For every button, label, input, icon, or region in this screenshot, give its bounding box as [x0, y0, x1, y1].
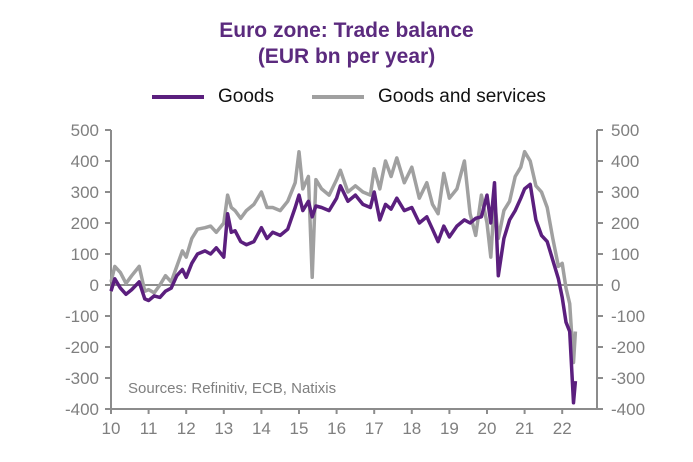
chart-subtitle: (EUR bn per year) — [257, 45, 436, 68]
y-tick-label-left: -400 — [65, 400, 99, 419]
legend-item-goods: Goods — [152, 86, 274, 108]
y-tick-label-right: -100 — [611, 307, 645, 326]
legend-swatch-goods — [152, 95, 204, 99]
x-tick-label: 13 — [214, 419, 233, 438]
y-tick-label-right: 200 — [611, 214, 639, 233]
y-tick-label-right: 500 — [611, 121, 639, 140]
x-tick-label: 14 — [252, 419, 271, 438]
x-tick-label: 21 — [515, 419, 534, 438]
y-tick-label-left: 400 — [71, 152, 99, 171]
x-tick-label: 20 — [478, 419, 497, 438]
x-tick-label: 10 — [102, 419, 121, 438]
legend: Goods Goods and services — [0, 86, 693, 110]
y-tick-label-left: 100 — [71, 245, 99, 264]
chart-title: Euro zone: Trade balance — [219, 19, 474, 42]
x-tick-label: 17 — [365, 419, 384, 438]
x-tick-label: 15 — [290, 419, 309, 438]
y-tick-label-right: -300 — [611, 369, 645, 388]
y-tick-label-left: 0 — [90, 276, 99, 295]
legend-item-goods-services: Goods and services — [312, 86, 546, 108]
legend-swatch-goods-services — [312, 95, 364, 99]
y-tick-label-right: 400 — [611, 152, 639, 171]
series-line-goods — [109, 180, 578, 405]
x-tick-label: 16 — [327, 419, 346, 438]
y-tick-label-left: 500 — [71, 121, 99, 140]
y-tick-label-left: 300 — [71, 183, 99, 202]
x-tick-label: 12 — [177, 419, 196, 438]
sources-note: Sources: Refinitiv, ECB, Natixis — [128, 380, 336, 397]
y-tick-label-right: 100 — [611, 245, 639, 264]
x-tick-label: 22 — [553, 419, 572, 438]
x-tick-label: 19 — [440, 419, 459, 438]
y-tick-label-right: -200 — [611, 338, 645, 357]
legend-label-goods-services: Goods and services — [378, 86, 546, 107]
legend-label-goods: Goods — [218, 86, 274, 107]
y-tick-label-left: 200 — [71, 214, 99, 233]
y-tick-label-right: -400 — [611, 400, 645, 419]
y-tick-label-left: -100 — [65, 307, 99, 326]
x-tick-label: 11 — [140, 419, 158, 438]
x-tick-label: 18 — [402, 419, 421, 438]
y-tick-label-right: 0 — [611, 276, 620, 295]
y-tick-label-left: -300 — [65, 369, 99, 388]
y-tick-label-left: -200 — [65, 338, 99, 357]
series-line-goods-services — [109, 149, 578, 365]
y-tick-label-right: 300 — [611, 183, 639, 202]
